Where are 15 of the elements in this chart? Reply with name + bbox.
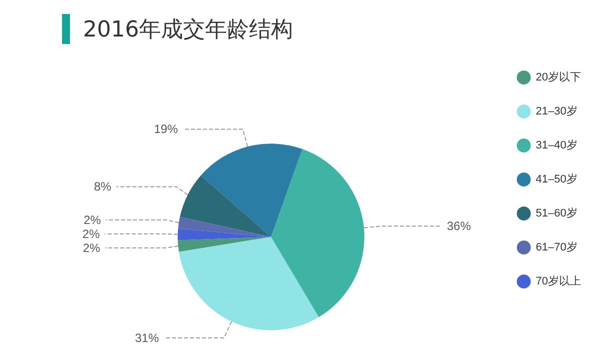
data-label: 36% [446, 219, 472, 234]
legend-label: 70岁以上 [536, 274, 582, 288]
data-label: 2% [82, 240, 101, 255]
data-label: 8% [94, 180, 112, 194]
legend-label: 20岁以下 [536, 70, 582, 84]
legend-label: 31–40岁 [536, 140, 578, 152]
data-label: 2% [84, 212, 102, 227]
chart-title: 2016年成交年龄结构 [83, 18, 293, 42]
legend-label: 41–50岁 [536, 174, 578, 186]
legend-label: 61–70岁 [536, 242, 578, 254]
legend-label: 51–60岁 [536, 208, 578, 220]
data-label: 31% [134, 330, 160, 345]
data-label: 19% [154, 122, 178, 136]
data-label: 2% [82, 226, 100, 241]
legend-label: 21–30岁 [536, 106, 578, 118]
